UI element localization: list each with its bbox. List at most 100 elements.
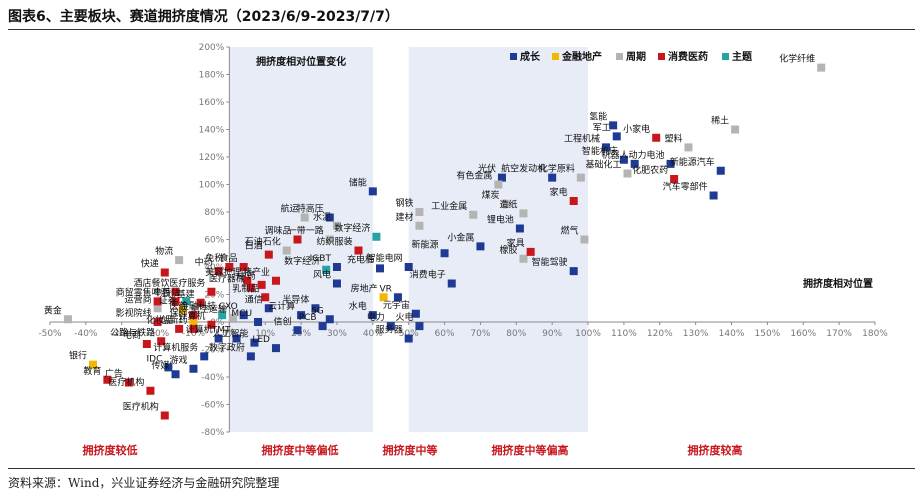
- data-point: [569, 267, 578, 276]
- point-label: 煤炭: [482, 189, 500, 201]
- point-label: 稀土: [711, 115, 729, 127]
- point-label: 智能电网: [367, 252, 403, 264]
- data-point: [257, 280, 266, 289]
- data-point: [404, 263, 413, 271]
- zone-labels: 拥挤度较低 拥挤度中等偏低 拥挤度中等 拥挤度中等偏高 拥挤度较高: [83, 443, 743, 457]
- data-point: [666, 159, 675, 168]
- point-label: 计算机: [186, 324, 213, 336]
- data-point: [612, 132, 621, 141]
- data-point: [142, 340, 151, 348]
- data-point: [171, 370, 180, 379]
- legend-swatch: [616, 53, 623, 60]
- point-label: 数字经济: [334, 222, 370, 234]
- data-point: [207, 320, 216, 329]
- data-point: [264, 250, 273, 259]
- data-point: [189, 318, 198, 326]
- point-label: 动力电池: [629, 149, 665, 161]
- band-label: 拥挤度相对位置变化: [256, 55, 346, 68]
- data-point: [200, 352, 209, 361]
- data-point: [146, 386, 155, 395]
- point-label: LED: [252, 335, 270, 345]
- data-point: [415, 221, 424, 230]
- point-label: VR: [380, 284, 392, 294]
- data-point: [368, 187, 377, 196]
- point-label: 快递: [141, 258, 159, 270]
- point-label: 运营商: [125, 293, 152, 305]
- chart-title: 图表6、主要板块、赛道拥挤度情况（2023/6/9-2023/7/7）: [8, 9, 399, 25]
- data-point: [318, 322, 327, 331]
- legend-label: 消费医药: [668, 50, 708, 63]
- data-point: [325, 235, 334, 244]
- point-label: 半导体: [282, 293, 309, 305]
- point-label: 光伏: [478, 163, 496, 175]
- legend-label: 周期: [626, 50, 646, 63]
- data-point: [411, 309, 420, 318]
- y-tick-label: 120%: [199, 153, 225, 163]
- data-point: [619, 155, 628, 164]
- points-layer: [63, 63, 826, 420]
- data-point: [404, 334, 413, 343]
- data-point: [182, 297, 191, 306]
- x-tick-label: 120%: [647, 329, 673, 339]
- point-label: 氢能: [589, 110, 607, 122]
- point-label: 智能驾驶: [532, 256, 568, 268]
- point-label: CXO: [219, 302, 238, 312]
- data-point: [376, 264, 384, 273]
- point-label: 基础化工: [585, 159, 621, 171]
- x-tick-label: -40%: [74, 329, 98, 339]
- data-point: [243, 276, 252, 285]
- data-point: [271, 276, 280, 285]
- point-label: 钢铁: [395, 197, 413, 209]
- point-label: 化学原料: [539, 163, 575, 175]
- point-label: 水电: [349, 300, 367, 312]
- data-point: [476, 242, 485, 251]
- point-label: 乳制品: [232, 282, 259, 294]
- data-point: [207, 287, 216, 296]
- y-tick-label: -80%: [201, 428, 225, 438]
- data-point: [196, 298, 205, 307]
- band-1: [408, 47, 589, 432]
- point-label: 黄金: [44, 304, 62, 316]
- data-point: [254, 318, 263, 326]
- data-point: [440, 249, 449, 258]
- point-label: 服务器: [376, 324, 403, 336]
- data-point: [261, 293, 270, 302]
- point-label: 保险: [169, 307, 187, 319]
- point-label: 数字政府: [209, 341, 245, 353]
- point-label: 有色金属: [456, 170, 492, 182]
- point-label: 5G: [311, 306, 324, 316]
- point-label: 影视院线: [116, 307, 152, 319]
- point-label: 机器人: [602, 149, 629, 161]
- data-point: [630, 159, 639, 168]
- source-note: 资料来源：Wind，兴业证券经济与金融研究院整理: [8, 476, 280, 490]
- point-label: 塑料: [664, 132, 682, 144]
- data-point: [175, 256, 184, 265]
- y-tick-label: 60%: [204, 236, 224, 246]
- data-point: [817, 63, 826, 72]
- data-point: [297, 311, 306, 320]
- point-label: 传媒: [152, 359, 170, 371]
- point-label: PCB: [299, 313, 317, 323]
- data-point: [153, 318, 162, 326]
- x-tick-label: 30%: [327, 329, 347, 339]
- data-point: [153, 304, 162, 313]
- data-point: [300, 213, 309, 222]
- point-label: 一带一路: [288, 225, 324, 237]
- y-tick-label: 80%: [204, 208, 224, 218]
- data-point: [519, 209, 528, 218]
- x-tick-label: 50%: [399, 329, 419, 339]
- x-tick-label: 60%: [435, 329, 455, 339]
- data-point: [175, 324, 184, 333]
- point-label: 工业金属: [431, 200, 467, 212]
- data-point: [515, 224, 524, 233]
- point-label: 免税: [205, 252, 223, 264]
- legend-swatch: [722, 53, 729, 60]
- data-point: [214, 334, 223, 343]
- point-label: 化妆品: [146, 314, 173, 326]
- data-point: [386, 322, 395, 331]
- x-tick-label: -10%: [182, 329, 206, 339]
- point-label: 啤酒: [152, 286, 170, 298]
- data-point: [293, 326, 302, 335]
- data-point: [415, 208, 424, 216]
